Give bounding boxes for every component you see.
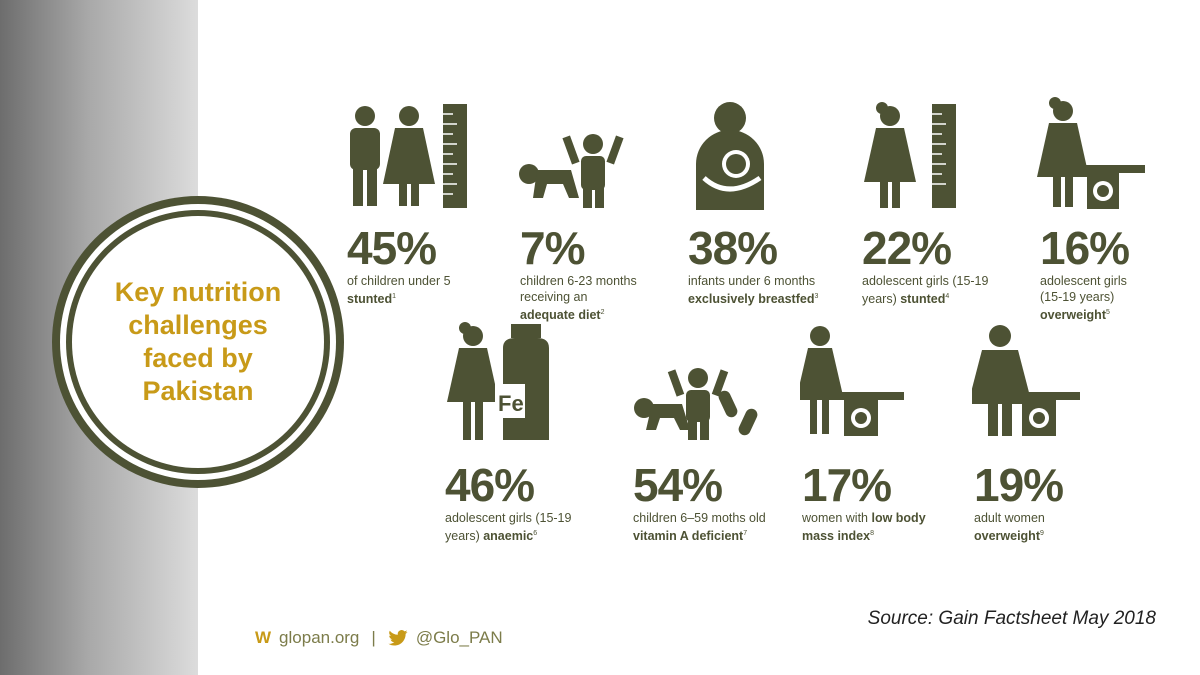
twitter-bird-icon [388,630,408,646]
stat-percentage: 54% [633,459,723,511]
iron-label: Fe [498,391,524,416]
stat-percentage: 46% [445,459,535,511]
woman-on-scale-icon [800,326,904,436]
title-circle: Key nutrition challenges faced by Pakist… [72,216,324,468]
stat-description: adolescent girls (15-19 years) overweigh… [1040,274,1127,323]
footer-separator: | [371,628,376,647]
stat-adolescent-anaemic: 46% adolescent girls (15-19 years) anaem… [445,462,595,544]
stat-description: adolescent girls (15-19 years) stunted4 [862,274,989,307]
stat-adult-overweight: 19% adult women overweight9 [974,462,1094,544]
stat-adolescent-overweight: 16% adolescent girls (15-19 years) overw… [1040,225,1150,323]
stat-low-bmi: 17% women with low body mass index8 [802,462,942,544]
stat-description: of children under 5 stunted1 [347,274,451,307]
breastfeeding-mother-icon [696,102,764,210]
children-with-pills-icon [634,368,758,440]
stat-children-stunted: 45% of children under 5 stunted1 [347,225,497,307]
baby-and-toddler-icon [519,134,624,208]
stat-vitamin-a-deficient: 54% children 6–59 moths old vitamin A de… [633,462,783,544]
stat-percentage: 17% [802,459,892,511]
stat-percentage: 38% [688,222,778,274]
stat-description: adolescent girls (15-19 years) anaemic6 [445,511,572,544]
page-title: Key nutrition challenges faced by Pakist… [114,277,282,406]
girl-with-ruler-icon [864,102,956,208]
stat-percentage: 7% [520,222,585,274]
stat-percentage: 45% [347,222,437,274]
girl-on-scale-icon [1037,97,1145,209]
stat-percentage: 19% [974,459,1064,511]
website-link[interactable]: glopan.org [279,628,360,647]
girl-with-iron-bottle-icon: Fe [447,322,549,440]
source-citation: Source: Gain Factsheet May 2018 [867,608,1156,629]
stat-description: women with low body mass index8 [802,511,926,544]
stat-percentage: 22% [862,222,952,274]
stat-description: adult women overweight9 [974,511,1045,544]
twitter-handle-link[interactable]: @Glo_PAN [415,628,503,647]
couple-with-ruler-icon [350,104,467,208]
stat-adequate-diet: 7% children 6-23 months receiving an ade… [520,225,660,323]
stat-exclusively-breastfed: 38% infants under 6 months exclusively b… [688,225,838,307]
glopan-logo: W [255,628,272,647]
stat-adolescent-stunted: 22% adolescent girls (15-19 years) stunt… [862,225,1002,307]
adult-woman-on-scale-icon [972,325,1080,436]
footer: W glopan.org | @Glo_PAN [255,628,503,648]
stat-percentage: 16% [1040,222,1130,274]
stat-description: children 6–59 moths old vitamin A defici… [633,511,766,544]
stat-description: children 6-23 months receiving an adequa… [520,274,637,323]
stat-description: infants under 6 months exclusively breas… [688,274,819,307]
